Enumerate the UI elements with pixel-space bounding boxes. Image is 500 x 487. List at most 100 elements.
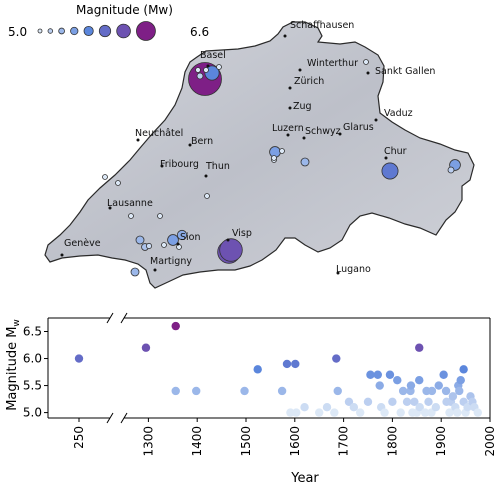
epicentre: [219, 238, 243, 262]
legend-circle: [37, 28, 43, 34]
quake-point: [448, 392, 458, 401]
city-dot: [60, 253, 64, 257]
city-label: Luzern: [272, 123, 304, 134]
quake-point: [434, 381, 443, 390]
y-axis-label-main: Magnitude M: [5, 327, 20, 411]
y-tick-label: 5.0: [23, 406, 42, 420]
x-tick-label: 1800: [385, 426, 399, 457]
quake-point: [349, 402, 359, 412]
quake-point: [333, 386, 342, 396]
epicentre: [167, 234, 179, 246]
axis-break-mark: [120, 412, 128, 424]
quake-point: [141, 343, 151, 352]
city-dot: [374, 118, 378, 122]
legend-circle: [47, 28, 54, 34]
epicentre: [102, 174, 108, 180]
legend-circle: [58, 27, 65, 35]
city-dot: [206, 64, 210, 68]
x-tick-label: 1700: [337, 426, 351, 457]
quake-point: [380, 408, 389, 417]
x-axis-label: Year: [290, 471, 319, 486]
x-tick-label: 1500: [239, 426, 253, 457]
city-label: Vaduz: [384, 108, 413, 119]
city-dot: [366, 71, 370, 75]
epicentre: [161, 242, 167, 248]
quake-point: [330, 408, 339, 417]
city-label: Lausanne: [107, 198, 153, 209]
city-label: Chur: [384, 146, 407, 157]
y-axis-label: Magnitude Mw: [5, 319, 22, 411]
legend-circle: [116, 23, 131, 39]
time-points: [74, 321, 482, 417]
city-dot: [136, 138, 140, 142]
epicentre: [128, 213, 134, 219]
x-tick-label: 1600: [288, 426, 302, 457]
quake-point: [253, 365, 262, 374]
quake-point: [393, 375, 402, 385]
quake-point: [385, 370, 395, 379]
quake-point: [286, 408, 295, 417]
quake-point: [388, 397, 397, 406]
epicentre: [300, 157, 310, 167]
quake-point: [473, 408, 482, 417]
quake-point: [410, 397, 419, 406]
quake-point: [406, 381, 416, 390]
quake-point: [315, 408, 324, 417]
quake-point: [456, 375, 465, 385]
city-dot: [160, 164, 164, 168]
epicentre: [204, 193, 210, 199]
quake-point: [427, 386, 437, 396]
x-tick-label: 1300: [141, 426, 155, 457]
epicentre: [363, 59, 369, 65]
legend-circle: [136, 21, 156, 41]
epicentre: [447, 166, 455, 174]
legend-title: Magnitude (Mw): [76, 3, 173, 17]
legend-circle: [83, 25, 94, 37]
epicentre: [381, 162, 399, 180]
axis-break-mark: [120, 312, 128, 324]
quake-point: [375, 381, 384, 390]
city-dot: [302, 136, 306, 140]
time-axes: [44, 312, 491, 424]
city-label: Schaffhausen: [290, 20, 354, 31]
axis-break-mark: [106, 412, 114, 424]
city-label: Zug: [293, 101, 312, 112]
quake-point: [344, 397, 354, 406]
quake-point: [396, 408, 405, 417]
x-tick-label: 2000: [483, 426, 497, 457]
x-tick-label: 250: [72, 426, 86, 449]
quake-point: [431, 402, 441, 412]
quake-point: [355, 408, 365, 417]
city-dot: [384, 156, 388, 160]
y-tick-label: 6.0: [23, 352, 42, 366]
city-label: Lugano: [336, 264, 371, 275]
epicentre: [176, 229, 188, 241]
epicentre: [195, 67, 201, 73]
quake-point: [300, 402, 309, 412]
city-dot: [286, 133, 290, 137]
city-label: Winterthur: [307, 58, 358, 69]
x-tick-label: 1900: [434, 426, 448, 457]
y-tick-label: 5.5: [23, 379, 42, 393]
city-dot: [336, 271, 340, 275]
quake-point: [415, 402, 424, 412]
quake-point: [424, 397, 433, 406]
epicentre: [115, 180, 121, 186]
city-dot: [298, 68, 302, 72]
legend-min-label: 5.0: [8, 25, 27, 39]
switzerland-outline: [44, 21, 475, 289]
city-dot: [176, 242, 180, 246]
quake-point: [277, 386, 287, 396]
city-label: Neuchâtel: [135, 128, 183, 139]
magnitude-time-chart: 5.0 5.5 6.0 6.5 250 1300 1400 1500 1600 1700 1800 1…: [5, 312, 497, 486]
epicentre: [130, 267, 140, 277]
time-tick-labels: 5.0 5.5 6.0 6.5 250 1300 1400 1500 1600 1700 1800 1…: [23, 325, 497, 457]
city-label: Thun: [205, 161, 230, 172]
quake-point: [373, 370, 382, 379]
city-label: Sankt Gallen: [375, 66, 435, 77]
city-label: Zürich: [294, 76, 324, 87]
quake-point: [292, 408, 301, 417]
city-label: Visp: [232, 228, 252, 239]
quake-point: [74, 354, 84, 363]
quake-point: [420, 408, 430, 417]
